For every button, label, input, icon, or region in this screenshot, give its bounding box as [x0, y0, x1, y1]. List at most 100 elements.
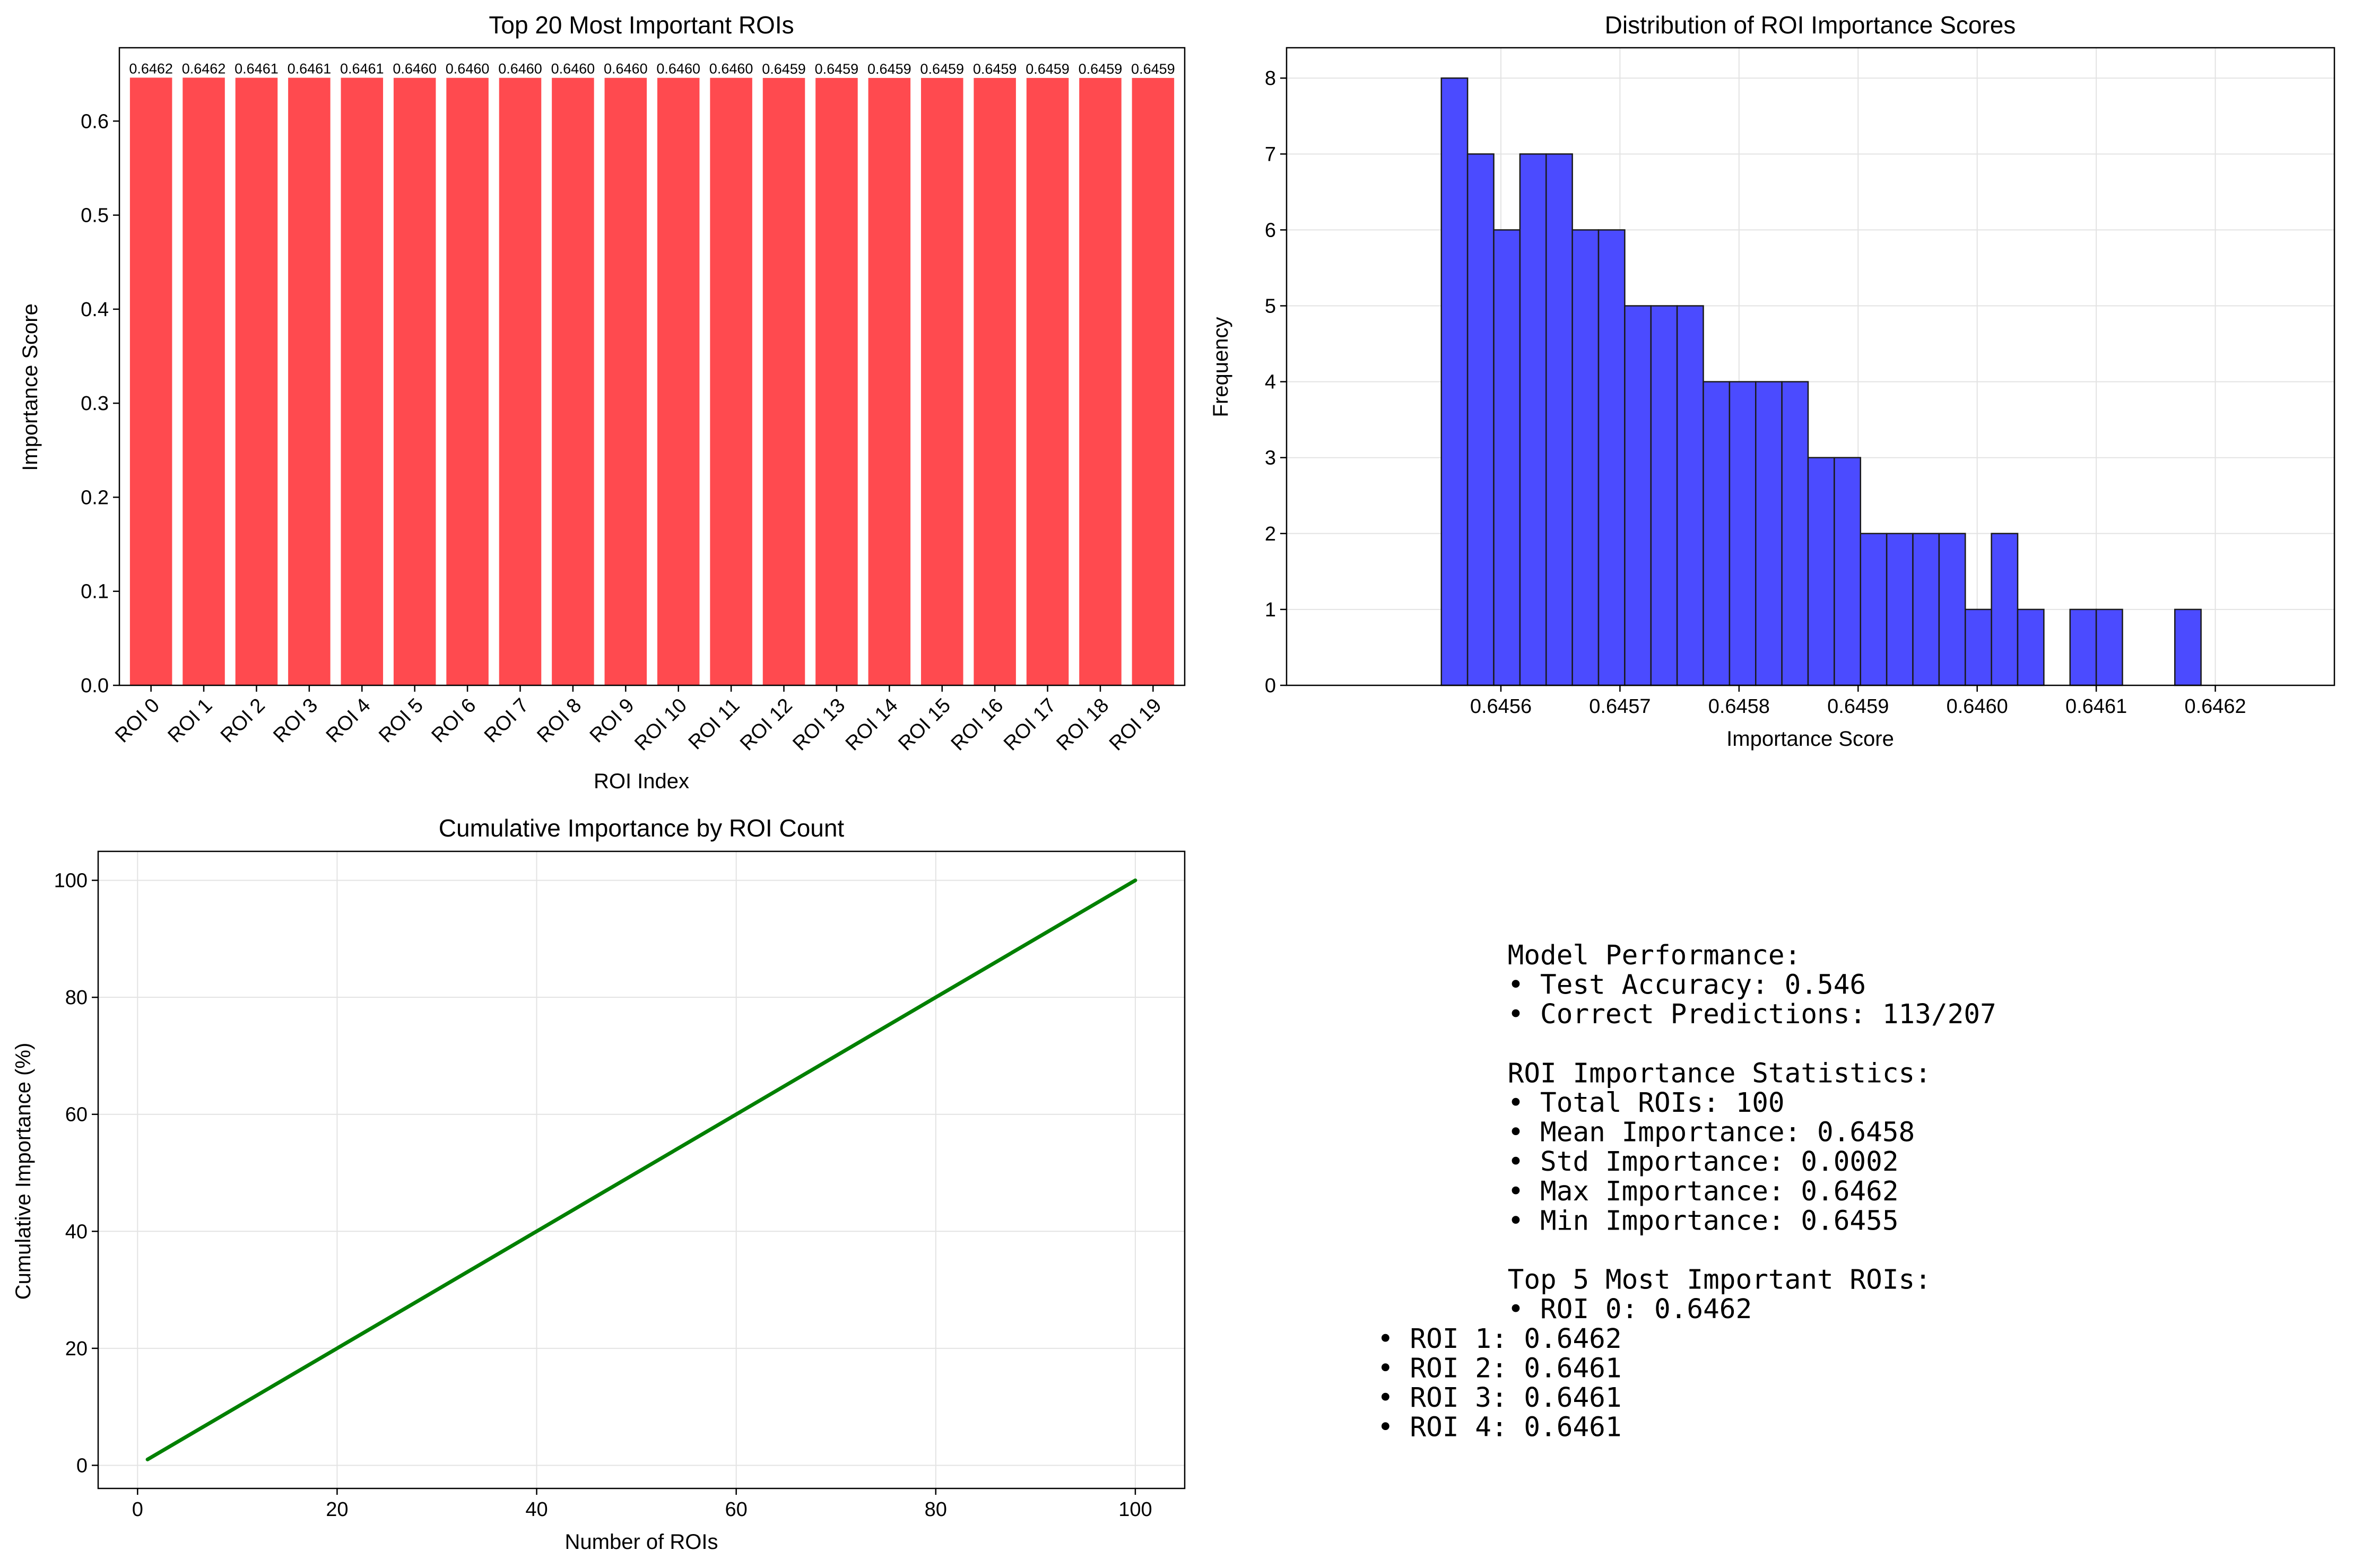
stats-line: Model Performance:: [1377, 940, 1801, 971]
stats-line: • Mean Importance: 0.6458: [1377, 1117, 1915, 1148]
bar-data-label: 0.6459: [1079, 61, 1123, 77]
stats-line: • Correct Predictions: 113/207: [1377, 999, 1996, 1030]
bar: [552, 77, 594, 685]
x-tick-label: 0.6456: [1470, 695, 1532, 718]
bar-data-label: 0.6460: [709, 61, 753, 77]
x-tick-label: 60: [725, 1499, 748, 1521]
y-tick-label: 80: [65, 987, 88, 1009]
stats-line: • Max Importance: 0.6462: [1377, 1176, 1899, 1207]
bar: [974, 77, 1016, 686]
histogram-bar: [1519, 153, 1547, 686]
line-chart-x-ticks: 0 20 40 60 80 100: [132, 1488, 1152, 1521]
y-tick-label: 0.6: [81, 110, 109, 133]
histogram-bar: [1571, 229, 1600, 686]
bar: [868, 77, 911, 686]
bar-data-label: 0.6459: [815, 61, 859, 77]
line-chart-grid: [98, 851, 1185, 1488]
histogram-bar: [2095, 608, 2123, 686]
y-tick-label: 60: [65, 1104, 88, 1126]
bar: [815, 77, 858, 686]
bar-data-label: 0.6460: [393, 61, 437, 77]
stats-line: • ROI 0: 0.6462: [1377, 1294, 1752, 1325]
bar-data-label: 0.6459: [1026, 61, 1070, 77]
bar-data-label: 0.6460: [604, 61, 648, 77]
x-tick-label: 0.6458: [1708, 695, 1770, 718]
bar-chart-y-ticks: 0.0 0.1 0.2 0.3 0.4 0.5 0.6: [81, 110, 119, 697]
bar: [1079, 77, 1122, 686]
histogram-bar: [1755, 381, 1783, 686]
bar-chart-bars: [129, 77, 1175, 686]
bar: [183, 77, 225, 686]
bar-data-label: 0.6461: [288, 61, 332, 77]
histogram-bar: [2069, 608, 2097, 686]
y-tick-label: 7: [1265, 143, 1276, 165]
histogram-bar: [2017, 608, 2045, 686]
histogram-panel: Distribution of ROI Importance Scores 0 1…: [1209, 11, 2335, 751]
bar-data-label: 0.6461: [235, 61, 279, 77]
bar-data-label: 0.6462: [182, 60, 226, 76]
y-tick-label: 6: [1265, 219, 1276, 241]
stats-line: • Test Accuracy: 0.546: [1377, 970, 1866, 1001]
y-tick-label: 0.0: [81, 675, 109, 697]
line-chart-axes-frame: [97, 850, 1186, 1489]
histogram-bar: [1729, 381, 1757, 686]
bar: [288, 77, 331, 685]
histogram-x-axis-label: Importance Score: [1726, 727, 1894, 751]
histogram-bar: [1860, 533, 1888, 686]
histogram-bar: [1597, 229, 1626, 686]
x-tick-label: 0.6460: [1947, 695, 2008, 718]
stats-line: • Total ROIs: 100: [1377, 1087, 1785, 1119]
histogram-bar: [1991, 533, 2019, 686]
histogram-bars: [1440, 77, 2202, 686]
y-tick-label: 0.3: [81, 393, 109, 415]
y-tick-label: 0.1: [81, 581, 109, 603]
y-tick-label: 2: [1265, 523, 1276, 545]
histogram-bar: [1493, 229, 1521, 686]
y-tick-label: 0.5: [81, 205, 109, 227]
line-chart-y-axis-label: Cumulative Importance (%): [12, 1043, 35, 1300]
histogram-bar: [1545, 153, 1573, 686]
y-tick-label: 0.2: [81, 486, 109, 509]
line-chart-x-axis-label: Number of ROIs: [565, 1530, 718, 1554]
y-tick-label: 20: [65, 1338, 88, 1360]
cumulative-importance-line: [145, 878, 1137, 1461]
stats-line: ROI Importance Statistics:: [1377, 1058, 1931, 1089]
stats-line: • ROI 3: 0.6461: [1377, 1382, 1622, 1414]
histogram-bar: [1703, 381, 1731, 686]
bar-data-label: 0.6462: [129, 60, 173, 76]
histogram-bar: [1466, 153, 1495, 686]
histogram-bar: [1676, 305, 1704, 686]
bar-data-label: 0.6459: [973, 61, 1017, 77]
histogram-y-axis-label: Frequency: [1209, 317, 1232, 417]
line-chart-series: [145, 878, 1137, 1461]
x-tick-label: 80: [925, 1499, 947, 1521]
histogram-y-ticks: 0 1 2 3 4 5 6 7 8: [1265, 67, 1287, 697]
bar-chart-title: Top 20 Most Important ROIs: [489, 11, 794, 39]
bar: [129, 77, 172, 686]
bar: [1026, 77, 1069, 686]
bar: [235, 77, 278, 685]
histogram-bar: [1834, 457, 1862, 686]
x-tick-label: 0.6459: [1827, 695, 1889, 718]
bar-chart-y-axis-label: Importance Score: [19, 303, 42, 471]
histogram-bar: [1650, 305, 1678, 686]
bar: [446, 77, 489, 685]
bar: [762, 77, 805, 686]
stats-line: • Std Importance: 0.0002: [1377, 1146, 1899, 1178]
bar: [1132, 77, 1175, 686]
line-chart-title: Cumulative Importance by ROI Count: [439, 814, 845, 842]
model-statistics-text: Model Performance: • Test Accuracy: 0.54…: [1377, 940, 1996, 1443]
bar: [499, 77, 542, 685]
histogram-bar: [1781, 381, 1809, 686]
histogram-bar: [2174, 608, 2202, 686]
x-tick-label: 0.6461: [2065, 695, 2127, 718]
histogram-bar: [1938, 533, 1966, 686]
bar-data-label: 0.6459: [867, 61, 911, 77]
bar-data-label: 0.6460: [498, 61, 542, 77]
y-tick-label: 0.4: [81, 299, 109, 321]
bar: [341, 77, 384, 685]
y-tick-label: 4: [1265, 371, 1276, 394]
bar: [920, 77, 963, 686]
histogram-bar: [1886, 533, 1914, 686]
bar-data-label: 0.6461: [340, 61, 384, 77]
